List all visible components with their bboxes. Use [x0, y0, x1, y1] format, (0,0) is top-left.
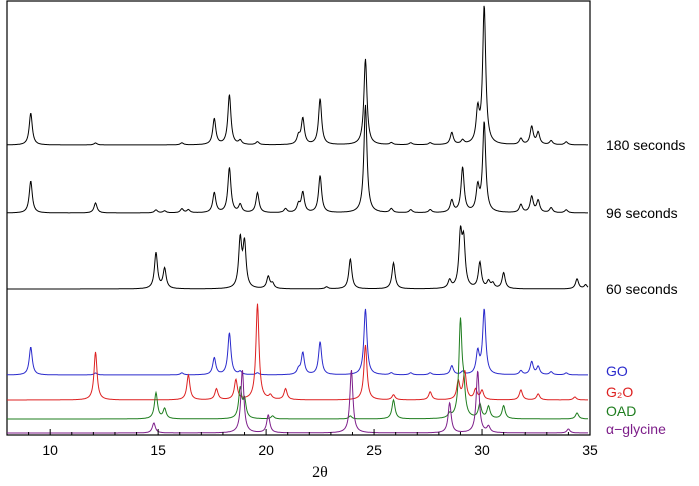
series-label-6: α−glycine: [606, 421, 666, 437]
series-label-5: OAD: [606, 403, 636, 419]
series-labels: 180 seconds 96 seconds 60 seconds GO G₂O OAD α…: [606, 137, 685, 437]
trace-0: [7, 5, 588, 146]
trace-6: [7, 370, 588, 434]
trace-5: [7, 317, 588, 420]
plot-area-frame: [6, 0, 591, 436]
x-tick-label-35: 35: [582, 442, 598, 458]
trace-4: [7, 303, 588, 401]
x-axis-tick-labels: 10 15 20 25 30 35: [42, 442, 598, 458]
x-tick-label-20: 20: [258, 442, 274, 458]
series-label-2: 60 seconds: [606, 281, 678, 297]
x-tick-label-10: 10: [42, 442, 58, 458]
trace-3: [7, 308, 588, 376]
x-tick-label-25: 25: [366, 442, 382, 458]
series-label-0: 180 seconds: [606, 137, 685, 153]
series-label-4: G₂O: [606, 384, 633, 400]
x-tick-label-30: 30: [474, 442, 490, 458]
x-axis-ticks: [28, 429, 591, 435]
x-tick-label-15: 15: [150, 442, 166, 458]
x-axis-title: 2θ: [312, 464, 328, 481]
series-label-3: GO: [606, 363, 628, 379]
traces: [7, 5, 589, 434]
series-label-1: 96 seconds: [606, 205, 678, 221]
trace-1: [7, 104, 588, 214]
trace-2: [7, 225, 589, 290]
